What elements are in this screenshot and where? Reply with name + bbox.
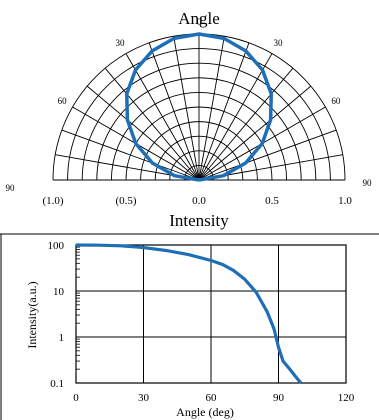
polar-spoke — [125, 53, 200, 181]
line-y-tick-label: 100 — [48, 240, 65, 252]
polar-angle-tick-label: 60 — [331, 96, 341, 106]
line-x-tick-labels: 0 30 60 90 120 — [73, 392, 355, 404]
polar-angle-tick-label: 90 — [6, 183, 16, 193]
polar-spoke — [198, 67, 294, 181]
line-y-tick-label: 1 — [59, 332, 65, 344]
line-y-tick-label: 10 — [53, 286, 65, 298]
polar-spoke — [198, 36, 225, 181]
line-ylabel: Intensity(a.u.) — [25, 281, 39, 348]
polar-spoke — [198, 53, 273, 181]
polar-series-curve — [124, 32, 274, 182]
polar-spoke — [148, 42, 200, 181]
line-y-tick-labels: 0.1 1 10 100 — [48, 240, 65, 390]
polar-spoke — [61, 129, 200, 181]
line-series-curve — [75, 243, 303, 385]
polar-spoke — [173, 36, 200, 181]
polar-angle-tick-label: 60 — [58, 96, 68, 106]
polar-xlabel: Intensity — [169, 211, 229, 230]
line-x-tick-label: 60 — [206, 392, 218, 404]
polar-spoke — [104, 67, 200, 181]
line-x-tick-label: 30 — [138, 392, 150, 404]
line-y-tick-label: 0.1 — [50, 378, 64, 390]
polar-radius-tick-label: 1.0 — [338, 195, 352, 207]
polar-radius-tick-label: (1.0) — [42, 195, 63, 207]
polar-spoke — [198, 85, 312, 181]
polar-title: Angle — [178, 9, 220, 28]
polar-spoke — [198, 129, 337, 181]
polar-angle-tick-label: 0 — [197, 17, 202, 27]
polar-spoke — [198, 42, 250, 181]
line-chart: 0.1 1 10 100 0 30 60 90 120 Intensity(a.u.) Ang… — [0, 233, 379, 420]
polar-radius-tick-label: (0.5) — [115, 195, 136, 207]
polar-spoke — [86, 85, 200, 181]
polar-radius-tick-label: 0.0 — [192, 195, 206, 207]
polar-angle-tick-label: 30 — [274, 38, 284, 48]
line-xlabel: Angle (deg) — [176, 405, 234, 419]
polar-radius-tick-label: 0.5 — [265, 195, 279, 207]
polar-angle-tick-label: 90 — [363, 178, 373, 188]
line-grid — [0, 233, 379, 420]
polar-radius-labels: (1.0) (0.5) 0.0 0.5 1.0 — [42, 195, 352, 207]
polar-angle-labels: 90 60 30 0 30 60 90 — [6, 17, 373, 193]
line-x-tick-label: 90 — [273, 392, 285, 404]
line-x-tick-label: 120 — [338, 392, 355, 404]
polar-grid — [52, 33, 346, 181]
polar-angle-tick-label: 30 — [116, 38, 126, 48]
line-x-tick-label: 0 — [73, 392, 79, 404]
